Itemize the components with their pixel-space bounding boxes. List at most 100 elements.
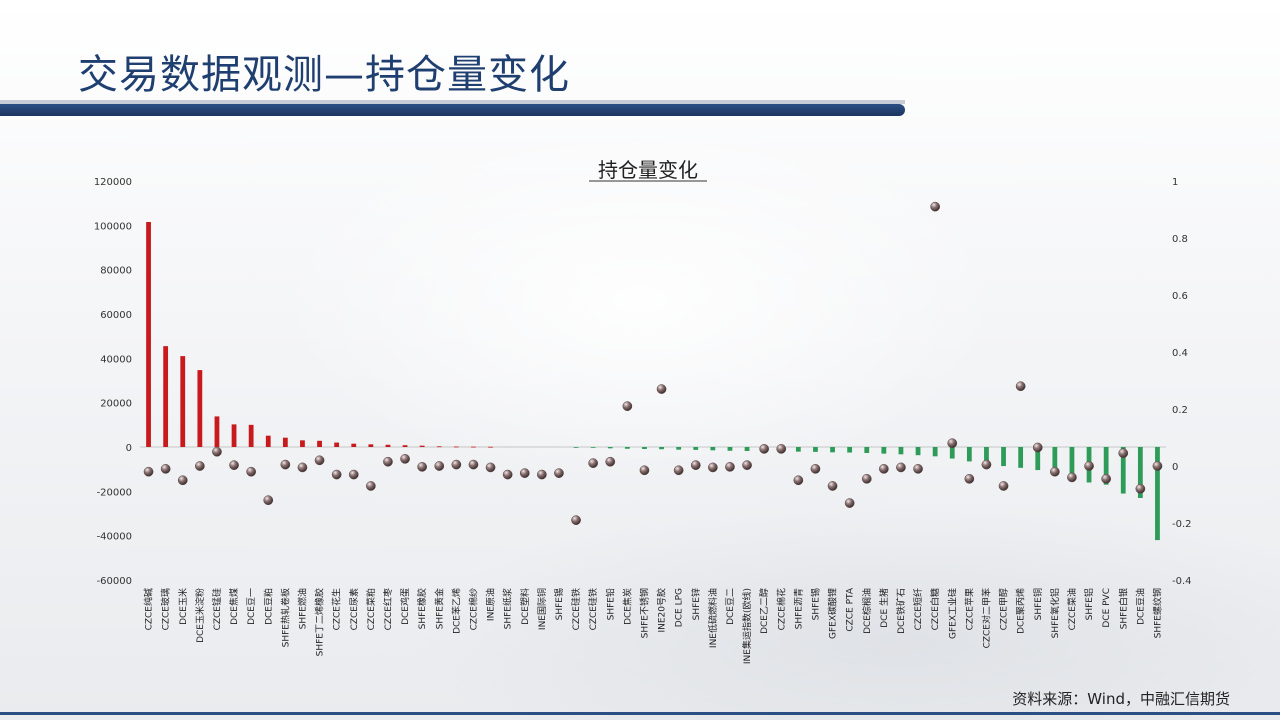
x-tick-label: DCE焦炭 [621,588,633,625]
x-tick-label: DCE棕榈油 [861,588,873,634]
y-tick-label: -40000 [97,532,132,543]
x-tick-label: DCE苯乙烯 [450,588,462,634]
marker-point [1067,472,1077,483]
x-tick-label: CZCE硅铁 [587,588,599,630]
x-tick-label: CZCE硅铁 [570,588,582,630]
bar [385,444,391,447]
x-tick-label: CZCE短纤 [912,588,924,630]
bar [488,446,493,448]
x-tick-label: DCE豆粕 [262,588,274,625]
x-tick-label: DCE 生猪 [878,588,890,628]
bar [1120,447,1126,494]
bar [795,447,801,452]
x-tick-label: SHFE锡 [811,588,822,620]
bar [265,435,271,447]
x-tick-label: DCE塑料 [519,588,531,625]
bar [915,447,921,456]
bar [949,447,955,459]
marker-point [639,465,650,476]
bar [710,447,716,451]
y-tick-label: 80000 [100,266,132,277]
marker-point [571,515,581,526]
marker-point [844,498,855,508]
bar [659,447,664,450]
x-tick-label: INE低硫燃料油 [707,588,719,648]
y2-tick-label: -0.2 [1172,519,1192,530]
chart-title: 持仓量变化 [598,158,698,182]
bar [932,447,938,457]
x-tick-label: SHFE纸浆 [502,588,514,629]
y2-tick-label: 0.8 [1172,234,1188,245]
bar [1001,447,1006,467]
x-tick-label: CZCE锰硅 [211,588,223,630]
x-tick-label: DCE乙二醇 [758,588,770,634]
bar [590,447,596,448]
marker-point [673,465,684,476]
y-tick-label: 60000 [100,310,132,321]
marker-point [246,466,256,477]
x-tick-label: CZCE甲醇 [998,588,1010,630]
marker-point [1050,466,1060,477]
marker-point [537,469,547,480]
x-tick-label: SHFE不锈钢 [639,588,651,638]
bar [573,447,579,448]
x-tick-label: GFEX工业硅 [946,588,958,639]
y-tick-label: 100000 [94,221,132,232]
bar [1052,447,1058,474]
x-tick-label: GFEX碳酸锂 [827,588,839,639]
marker-point [383,456,393,467]
marker-point [742,460,752,470]
bar [1103,447,1109,485]
bar [1035,447,1041,471]
x-tick-label: DCE豆油 [1134,588,1146,625]
bar [847,447,853,453]
x-tick-label: CZCE尿素 [348,588,360,630]
marker-point [913,464,923,474]
bar [642,447,647,449]
x-tick-label: SHFE锡 [554,588,565,620]
marker-point [280,459,291,470]
x-tick-label: SHFE丁二烯橡胶 [314,588,326,656]
marker-point [1084,461,1094,471]
marker-point [588,458,599,468]
y2-tick-label: 0.6 [1172,291,1188,302]
marker-point [177,475,188,486]
bar [1018,447,1024,468]
bar [1155,447,1160,541]
bar [180,356,186,447]
bar [368,444,374,447]
title-underline-light [0,100,905,104]
bar [966,447,972,462]
y-tick-label: 0 [126,443,132,454]
x-tick-label: DCE玉米 [177,588,189,625]
x-tick-label: DCE PVC [1102,588,1112,628]
marker-point [690,460,701,470]
x-tick-label: SHFE热轧卷板 [279,588,291,647]
marker-point [1032,442,1043,453]
bar [881,447,887,454]
marker-point [981,459,992,470]
title-underline-bar [0,104,905,116]
bar [163,346,169,447]
marker-point [143,466,154,477]
marker-point [930,201,941,212]
bar [231,424,237,447]
y2-tick-label: -0.4 [1172,576,1192,587]
marker-point [708,462,718,473]
marker-point [861,473,872,484]
marker-point [314,455,325,466]
x-tick-label: INE集运指数(欧线) [741,588,753,664]
source-note: 资料来源：Wind，中融汇信期货 [1012,690,1230,708]
marker-point [776,444,787,454]
y-tick-label: 120000 [94,177,132,188]
bar [864,447,870,453]
x-tick-label: CZCE菜粕 [365,588,377,630]
marker-point [1015,381,1026,392]
bar [197,370,203,447]
marker-point [417,462,427,472]
x-tick-label: SHFE沥青 [792,588,804,629]
marker-point [827,481,838,491]
marker-point [348,469,359,480]
